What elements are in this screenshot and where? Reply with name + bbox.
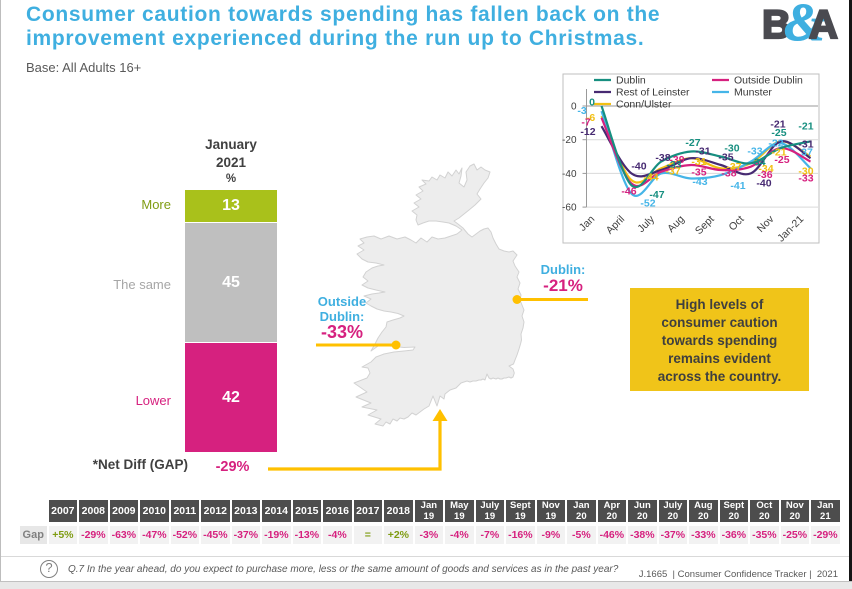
svg-text:-37: -37: [726, 161, 741, 173]
svg-text:Rest of Leinster: Rest of Leinster: [616, 87, 690, 99]
svg-text:-47: -47: [649, 189, 664, 201]
svg-text:-35: -35: [718, 152, 733, 164]
svg-text:-21: -21: [770, 119, 785, 131]
svg-text:-31: -31: [691, 156, 706, 168]
svg-text:-34: -34: [750, 157, 765, 169]
svg-text:-27: -27: [685, 137, 700, 149]
svg-text:-6: -6: [586, 112, 595, 124]
svg-text:-39: -39: [669, 154, 684, 166]
svg-text:-30: -30: [798, 166, 813, 178]
svg-text:-7: -7: [581, 117, 590, 129]
svg-text:-37: -37: [665, 166, 680, 178]
svg-text:-41: -41: [730, 180, 745, 192]
svg-text:-35: -35: [691, 167, 706, 179]
svg-text:Munster: Munster: [734, 87, 772, 99]
svg-text:-30: -30: [724, 143, 739, 155]
svg-text:-38: -38: [721, 168, 736, 180]
svg-text:-52: -52: [640, 198, 655, 210]
svg-text:-21: -21: [771, 147, 786, 159]
svg-text:-3: -3: [577, 105, 586, 117]
svg-text:Dublin: Dublin: [616, 75, 646, 87]
svg-text:-31: -31: [695, 146, 710, 158]
svg-text:-40: -40: [631, 161, 646, 173]
svg-text:-20: -20: [562, 135, 577, 146]
svg-text:-31: -31: [798, 139, 813, 151]
svg-text:0: 0: [571, 102, 577, 113]
svg-text:-12: -12: [580, 126, 595, 138]
svg-text:0: 0: [589, 97, 595, 109]
svg-text:-25: -25: [774, 154, 789, 166]
svg-text:-40: -40: [756, 178, 771, 190]
svg-text:-33: -33: [666, 159, 681, 171]
svg-text:-25: -25: [771, 127, 786, 139]
svg-text:-40: -40: [562, 169, 577, 180]
svg-text:-34: -34: [758, 163, 773, 175]
svg-text:-33: -33: [798, 173, 813, 185]
svg-text:Conn/Ulster: Conn/Ulster: [616, 99, 672, 111]
svg-text:-44: -44: [643, 172, 658, 184]
svg-text:-60: -60: [562, 203, 577, 214]
svg-text:-46: -46: [621, 186, 636, 198]
svg-text:-36: -36: [757, 169, 772, 181]
svg-text:37: 37: [801, 147, 813, 159]
svg-text:-38: -38: [655, 152, 670, 164]
svg-text:-33: -33: [747, 146, 762, 158]
svg-text:Outside Dublin: Outside Dublin: [734, 75, 803, 87]
svg-text:-43: -43: [692, 176, 707, 188]
svg-text:-21: -21: [798, 121, 813, 133]
svg-text:-22: -22: [768, 138, 783, 150]
